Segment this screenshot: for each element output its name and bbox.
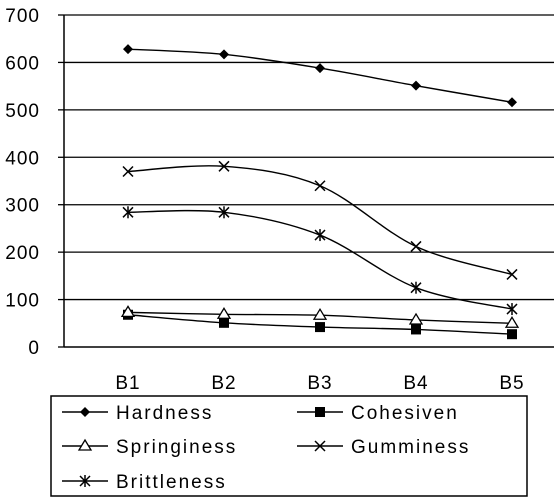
legend-label-brittleness: Brittleness [116,472,227,493]
y-tick-label: 100 [5,291,40,312]
data-point-gumminess [506,268,518,280]
data-point-springiness [408,312,424,325]
data-point-gumminess [314,180,326,192]
y-tick-label: 0 [28,338,40,359]
x-tick-label: B5 [499,373,524,394]
data-point-cohesiven [411,324,421,335]
legend-box [50,395,528,497]
data-point-cohesiven [507,329,517,340]
data-point-gumminess [410,240,422,252]
data-point-springiness [504,316,520,328]
legend-label-springiness: Springiness [116,437,237,458]
data-point-hardness [411,80,421,91]
data-point-springiness [120,305,136,318]
legend-item-hardness: Hardness [62,403,213,424]
legend-marker-brittleness [79,475,91,487]
x-tick-label: B1 [115,373,140,394]
legend-marker-cohesiven [315,407,325,417]
series-line-hardness [127,48,513,103]
gridlines [64,14,554,301]
legend-label-hardness: Hardness [116,403,213,424]
series-line-gumminess [127,165,513,276]
x-tick-label: B2 [211,373,236,394]
y-tick-label: 500 [5,101,40,122]
data-point-hardness [219,49,229,60]
legend-label-cohesiven: Cohesiven [351,403,459,424]
legend-marker-gumminess [314,440,326,452]
data-point-brittleness [410,281,422,294]
legend-marker-hardness [80,407,90,417]
data-point-cohesiven [315,322,325,333]
y-tick-label: 400 [5,148,40,169]
legend-item-cohesiven: Cohesiven [297,403,459,424]
data-point-gumminess [122,165,134,178]
series-hardness [123,44,517,108]
series-brittleness [122,206,518,316]
y-tick-label: 300 [5,196,40,217]
legend-item-gumminess: Gumminess [297,437,470,458]
x-tick-label: B3 [307,373,332,394]
data-point-brittleness [506,303,518,316]
data-point-springiness [216,307,232,319]
legend: Hardness Cohesiven Springiness Gumminess Bri… [50,395,528,497]
data-point-gumminess [218,160,230,172]
data-point-springiness [312,307,328,320]
series-springiness [120,305,520,328]
data-point-cohesiven [219,317,229,328]
data-point-hardness [507,97,517,108]
y-tick-label: 200 [5,243,40,264]
data-point-brittleness [218,206,230,219]
axes [58,14,554,348]
legend-item-brittleness: Brittleness [62,472,227,493]
data-point-hardness [123,44,133,55]
legend-marker-springiness [77,438,93,451]
y-tick-label: 600 [5,53,40,74]
legend-item-springiness: Springiness [62,437,237,458]
x-tick-label: B4 [403,373,428,394]
x-tick-labels: B1 B2 B3 B4 B5 [115,373,524,394]
data-point-hardness [315,63,325,74]
y-tick-labels: 0 100 200 300 400 500 600 700 [5,6,40,359]
series-lines [120,44,520,340]
series-gumminess [122,160,518,280]
legend-label-gumminess: Gumminess [351,437,470,458]
data-point-brittleness [314,229,326,242]
data-point-brittleness [122,206,134,219]
y-tick-label: 700 [5,6,40,27]
